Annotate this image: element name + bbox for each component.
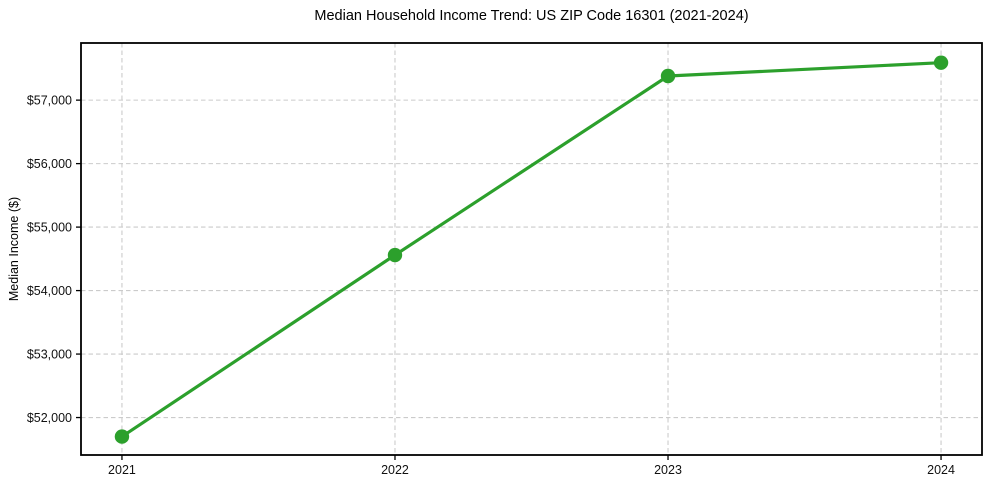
- y-tick-label: $57,000: [27, 93, 72, 107]
- y-tick-label: $55,000: [27, 220, 72, 234]
- data-point-2022: [387, 247, 403, 263]
- x-tick-label: 2022: [381, 463, 409, 477]
- y-tick-label: $54,000: [27, 284, 72, 298]
- x-tick-label: 2021: [108, 463, 136, 477]
- data-point-2024: [933, 55, 949, 70]
- y-tick-label: $52,000: [27, 411, 72, 425]
- income-line-series: [120, 61, 943, 439]
- data-point-2021: [114, 429, 130, 444]
- plot-border: [80, 42, 983, 456]
- plot-background: [81, 43, 982, 455]
- y-tick-label: $56,000: [27, 157, 72, 171]
- x-tick-label: 2024: [927, 463, 955, 477]
- data-point-2023: [660, 68, 676, 84]
- chart-title: Median Household Income Trend: US ZIP Co…: [314, 8, 749, 24]
- x-tick-label: 2023: [654, 463, 682, 477]
- y-tick-label: $53,000: [27, 347, 72, 361]
